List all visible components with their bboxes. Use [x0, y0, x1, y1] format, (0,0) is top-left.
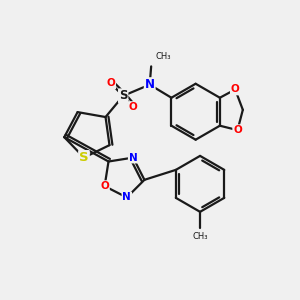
Text: N: N	[129, 153, 137, 163]
Text: O: O	[100, 181, 109, 191]
Text: S: S	[119, 89, 128, 102]
Text: CH₃: CH₃	[156, 52, 171, 61]
Text: N: N	[122, 192, 131, 203]
Text: CH₃: CH₃	[192, 232, 208, 242]
Text: O: O	[233, 125, 242, 135]
Text: O: O	[231, 85, 239, 94]
Text: O: O	[128, 102, 137, 112]
Text: S: S	[79, 151, 89, 164]
Text: O: O	[106, 79, 115, 88]
Text: N: N	[145, 78, 155, 91]
